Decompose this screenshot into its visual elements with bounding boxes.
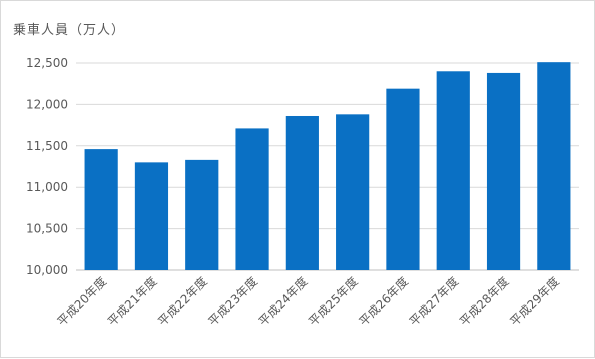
x-tick-label: 平成27年度 bbox=[406, 274, 461, 329]
bar bbox=[84, 149, 118, 270]
y-tick-label: 11,000 bbox=[26, 180, 68, 194]
x-tick-label: 平成29年度 bbox=[507, 274, 562, 329]
bar bbox=[486, 72, 521, 270]
y-tick-label: 12,500 bbox=[26, 56, 68, 70]
bar bbox=[285, 115, 319, 270]
bar bbox=[436, 71, 470, 270]
y-tick-label: 12,000 bbox=[26, 97, 68, 111]
bar bbox=[386, 88, 420, 270]
bar bbox=[537, 62, 571, 271]
bar bbox=[134, 162, 169, 270]
x-tick-label: 平成21年度 bbox=[104, 274, 159, 329]
bar bbox=[185, 159, 219, 270]
x-tick-label: 平成28年度 bbox=[456, 274, 511, 329]
x-tick-label: 平成20年度 bbox=[54, 274, 109, 329]
y-axis-title: 乗車人員（万人） bbox=[13, 23, 126, 38]
x-tick-label: 平成22年度 bbox=[155, 274, 210, 329]
bar bbox=[235, 128, 269, 270]
x-tick-label: 平成24年度 bbox=[255, 274, 310, 329]
x-tick-label: 平成23年度 bbox=[205, 274, 260, 329]
x-tick-label: 平成25年度 bbox=[305, 274, 360, 329]
bar bbox=[336, 114, 370, 270]
y-tick-label: 10,500 bbox=[26, 222, 68, 236]
x-tick-label: 平成26年度 bbox=[356, 274, 411, 329]
y-tick-label: 10,000 bbox=[26, 263, 68, 277]
y-tick-label: 11,500 bbox=[26, 139, 68, 153]
